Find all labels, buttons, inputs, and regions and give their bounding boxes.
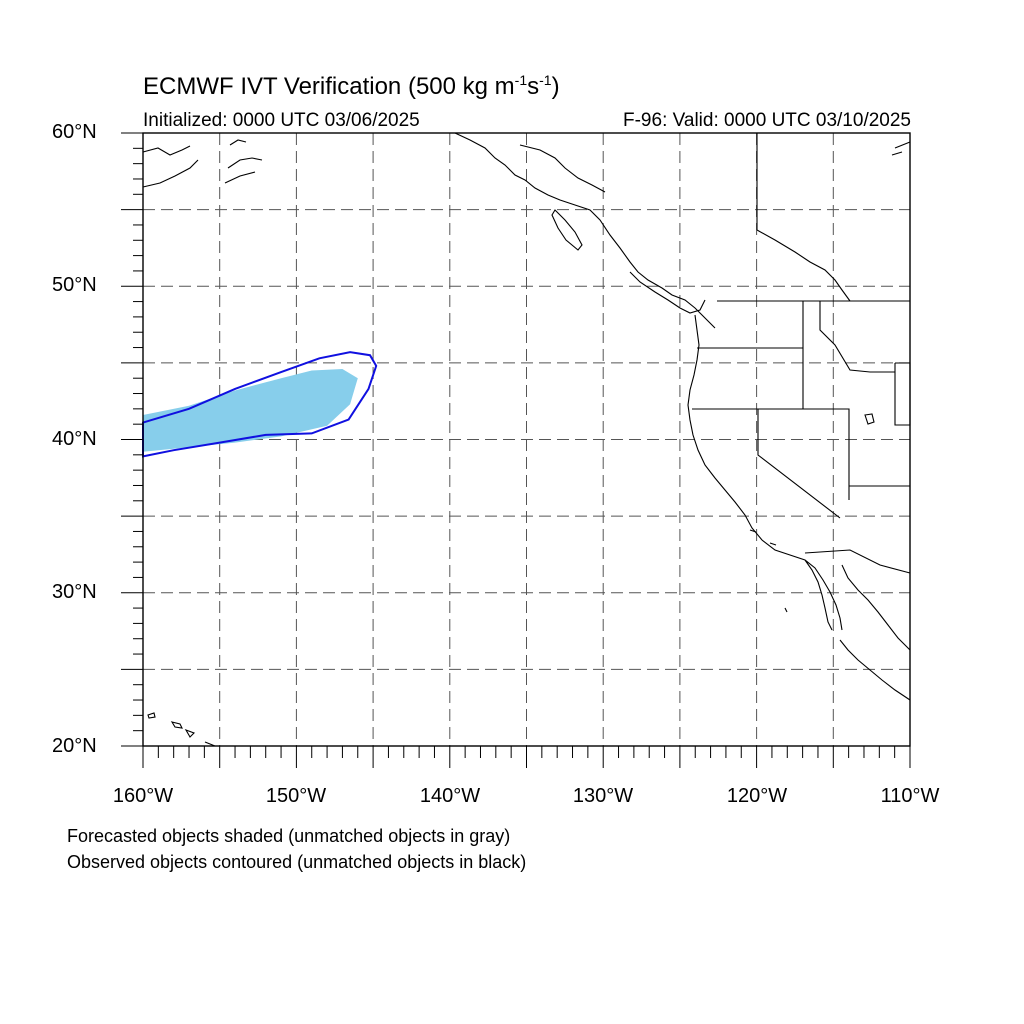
forecast-object-shaded [143, 369, 358, 452]
lon-label-150w: 150°W [265, 785, 327, 807]
graticule [143, 133, 910, 746]
axis-ticks [121, 132, 911, 768]
lon-label-160w: 160°W [112, 785, 174, 807]
state-borders [692, 133, 911, 574]
lat-label-50n: 50°N [52, 274, 97, 296]
lon-label-130w: 130°W [572, 785, 634, 807]
lat-label-40n: 40°N [52, 428, 97, 450]
lon-label-140w: 140°W [419, 785, 481, 807]
forecast-note: Forecasted objects shaded (unmatched obj… [67, 826, 511, 846]
valid-label: F-96: Valid: 0000 UTC 03/10/2025 [623, 110, 911, 131]
lon-label-110w: 110°W [880, 785, 940, 807]
initialized-label: Initialized: 0000 UTC 03/06/2025 [143, 110, 420, 131]
observed-note: Observed objects contoured (unmatched ob… [67, 852, 527, 872]
lat-label-60n: 60°N [52, 121, 97, 143]
chart-title: ECMWF IVT Verification (500 kg m-1s-1) [143, 72, 560, 100]
lat-label-30n: 30°N [52, 581, 97, 603]
observed-object-contour [142, 351, 378, 458]
coastline-alaska-bc [454, 132, 716, 329]
lon-label-120w: 120°W [726, 785, 788, 807]
coastlines [142, 132, 911, 747]
islands [147, 141, 911, 747]
coastline-us-west [687, 314, 911, 701]
coastline-alaska-west [142, 139, 263, 188]
lat-label-20n: 20°N [52, 735, 97, 757]
